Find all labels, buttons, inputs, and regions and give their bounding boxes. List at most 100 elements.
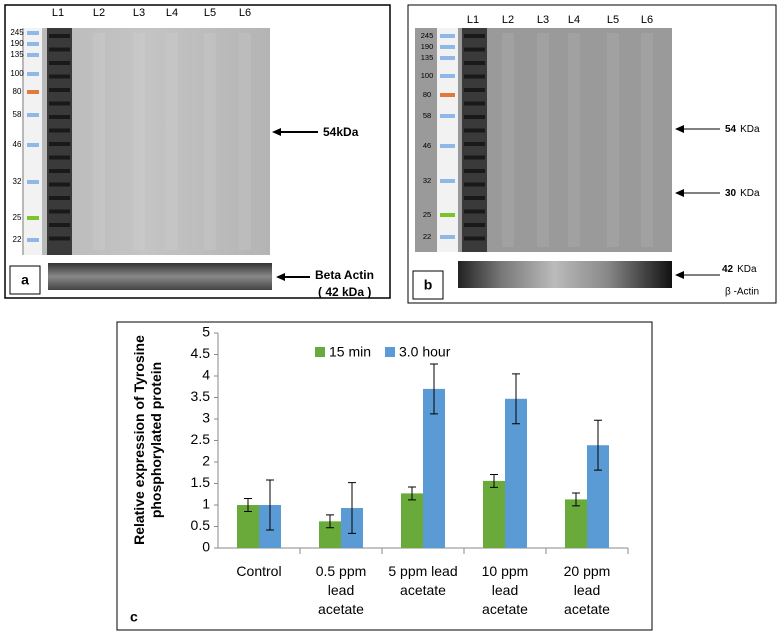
lane-smear [133, 33, 145, 250]
marker-label: 190 [10, 39, 24, 48]
ladder-band [440, 114, 455, 118]
lane-smear [502, 33, 514, 247]
lane-band [464, 142, 485, 146]
y-tick-label: 1.5 [191, 474, 211, 490]
annotation-value: 30 [725, 188, 737, 199]
lane-label: L5 [204, 7, 216, 19]
ladder-strip [24, 28, 42, 255]
lane-label: L4 [568, 14, 580, 26]
y-tick-label: 2.5 [191, 431, 211, 447]
error-bar [326, 514, 334, 529]
lane-band [464, 169, 485, 173]
lane-band [464, 223, 485, 227]
bar [483, 480, 505, 548]
actin-strip [458, 261, 672, 288]
ladder-band [440, 45, 455, 49]
annotation: 42 KDa [722, 264, 757, 275]
lane-band [49, 142, 70, 146]
error-bar [430, 363, 438, 415]
panel-label: c [130, 609, 138, 625]
lane-label: L2 [502, 14, 514, 26]
bar [319, 521, 341, 548]
lane-band [464, 61, 485, 65]
lane-band [49, 128, 70, 133]
ladder-band [440, 213, 455, 217]
error-bar [512, 373, 520, 425]
lane-band [464, 196, 485, 200]
lane-band [49, 196, 70, 200]
lane-band [49, 209, 70, 214]
lane-label: L1 [467, 14, 479, 26]
lane-label: L6 [239, 7, 251, 19]
ladder-band [27, 143, 39, 147]
error-bar [572, 492, 580, 507]
ladder-band [27, 216, 39, 220]
annotation-value: 42 [722, 264, 734, 275]
ladder-band [440, 235, 455, 239]
lane-smear [641, 33, 653, 247]
ladder-band [27, 31, 39, 35]
lane-band [464, 74, 485, 79]
x-tick-label: 10 ppm lead acetate [481, 563, 529, 617]
y-tick-label: 4.5 [191, 345, 211, 361]
bar [237, 505, 259, 548]
error-bar [594, 419, 602, 471]
lane-smear [93, 33, 105, 250]
lane-band [464, 155, 485, 160]
lane-label: L1 [52, 7, 64, 19]
x-tick-label: Control [236, 563, 282, 579]
error-bar [408, 486, 416, 501]
ladder-band [440, 34, 455, 38]
lane-band [464, 115, 485, 119]
ladder-band [440, 179, 455, 183]
error-bar [244, 498, 252, 512]
ladder-band [27, 113, 39, 117]
ladder-strip [437, 28, 458, 252]
x-tick-label: 5 ppm lead acetate [388, 563, 458, 598]
y-tick-label: 1 [202, 496, 210, 512]
lane-smear [537, 33, 549, 247]
y-tick-label: 3.5 [191, 388, 211, 404]
y-axis-label: Relative expression of Tyrosine phosphor… [131, 335, 164, 545]
lane-band [49, 101, 70, 106]
marker-label: 46 [423, 141, 431, 150]
bar [587, 445, 609, 548]
y-tick-label: 0 [202, 539, 210, 555]
lane-label: L6 [641, 14, 653, 26]
annotation: Beta Actin [315, 268, 374, 282]
y-tick-label: 0.5 [191, 517, 211, 533]
annotation-unit: KDa [737, 264, 757, 275]
ladder-band [27, 72, 39, 76]
lane-band [464, 209, 485, 214]
panel-c-frame [116, 321, 653, 631]
annotation: 54 KDa [725, 124, 760, 135]
lane-label: L5 [607, 14, 619, 26]
y-tick-label: 5 [202, 324, 210, 340]
y-tick-label: 3 [202, 410, 210, 426]
arrow-head [675, 189, 684, 197]
legend-label: 3.0 hour [399, 344, 451, 360]
lane-l1 [462, 28, 487, 252]
legend-swatch [385, 347, 395, 357]
arrow-head [675, 125, 684, 133]
ladder-band [27, 53, 39, 57]
legend-swatch [315, 347, 325, 357]
panel-label: b [424, 277, 433, 293]
marker-label: 22 [13, 235, 22, 244]
lane-band [49, 61, 70, 65]
lane-smear [166, 33, 178, 250]
lane-smear [239, 33, 251, 250]
marker-label: 135 [10, 50, 24, 59]
lane-band [464, 47, 485, 52]
marker-label: 58 [13, 110, 22, 119]
ladder-band [440, 56, 455, 60]
marker-label: 25 [423, 210, 431, 219]
lane-band [49, 47, 70, 52]
legend-label: 15 min [329, 344, 371, 360]
ladder-band [440, 74, 455, 78]
marker-label: 22 [423, 232, 431, 241]
panel-label: a [21, 272, 29, 288]
ladder-band [27, 238, 39, 242]
ladder-band [27, 90, 39, 94]
